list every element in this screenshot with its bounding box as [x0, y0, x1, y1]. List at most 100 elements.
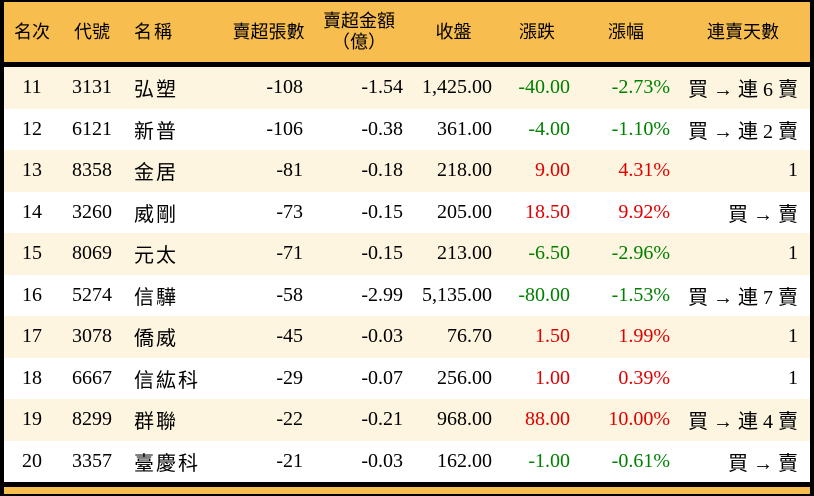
- cell-close: 213.00: [437, 242, 492, 265]
- table-header: 名次 代號 名稱 賣超張數 賣超金額 （億） 收盤 漲跌 漲幅 連賣天數: [4, 2, 810, 62]
- table-body: 11 3131 弘塑 -108 -1.54 1,425.00 -40.00 -2…: [4, 67, 810, 482]
- cell-stock-code: 3260: [72, 200, 112, 223]
- table-row[interactable]: 11 3131 弘塑 -108 -1.54 1,425.00 -40.00 -2…: [4, 67, 810, 109]
- cell-stock-name: 信紘科: [134, 369, 200, 392]
- cell-sell-volume: -58: [276, 283, 303, 306]
- cell-stock-name: 威剛: [134, 203, 178, 226]
- cell-streak: 買 → 賣: [728, 203, 798, 226]
- header-change-pct: 漲幅: [608, 21, 644, 42]
- cell-stock-name: 臺慶科: [134, 452, 200, 475]
- cell-streak: 買 → 連 2 賣: [688, 120, 798, 143]
- cell-sell-amount: -0.15: [361, 242, 403, 265]
- cell-stock-name: 金居: [134, 162, 178, 185]
- cell-close: 968.00: [437, 408, 492, 431]
- table-row[interactable]: 20 3357 臺慶科 -21 -0.03 162.00 -1.00 -0.61…: [4, 440, 810, 482]
- header-sell-volume: 賣超張數: [232, 21, 305, 42]
- cell-stock-name: 弘塑: [134, 79, 178, 102]
- cell-change-pct: -2.73%: [611, 76, 670, 99]
- cell-sell-amount: -0.07: [361, 366, 403, 389]
- table-row[interactable]: 18 6667 信紘科 -29 -0.07 256.00 1.00 0.39% …: [4, 357, 810, 399]
- cell-sell-volume: -45: [276, 325, 303, 348]
- cell-change-pct: -1.53%: [611, 283, 670, 306]
- cell-rank: 19: [22, 408, 42, 431]
- header-sell-amount: 賣超金額 （億）: [309, 11, 409, 52]
- cell-sell-amount: -0.15: [361, 200, 403, 223]
- header-rank: 名次: [14, 21, 50, 42]
- cell-change: 1.00: [535, 366, 570, 389]
- cell-close: 76.70: [447, 325, 492, 348]
- cell-sell-volume: -108: [266, 76, 303, 99]
- cell-streak: 買 → 連 6 賣: [688, 79, 798, 102]
- cell-change-pct: -0.61%: [611, 449, 670, 472]
- cell-close: 361.00: [437, 117, 492, 140]
- footer-divider: [4, 482, 810, 487]
- cell-sell-amount: -2.99: [361, 283, 403, 306]
- cell-stock-name: 元太: [134, 245, 178, 268]
- table-row[interactable]: 17 3078 僑威 -45 -0.03 76.70 1.50 1.99% 1: [4, 316, 810, 358]
- header-sell-amount-line1: 賣超金額: [323, 11, 395, 32]
- cell-change: 18.50: [525, 200, 570, 223]
- cell-sell-volume: -22: [276, 408, 303, 431]
- cell-change: 9.00: [535, 159, 570, 182]
- cell-change: 1.50: [535, 325, 570, 348]
- cell-change-pct: 1.99%: [618, 325, 670, 348]
- cell-sell-amount: -1.54: [361, 76, 403, 99]
- cell-stock-name: 新普: [134, 120, 178, 143]
- cell-close: 162.00: [437, 449, 492, 472]
- cell-sell-volume: -21: [276, 449, 303, 472]
- cell-sell-amount: -0.21: [361, 408, 403, 431]
- cell-sell-volume: -81: [276, 159, 303, 182]
- header-code: 代號: [74, 21, 110, 42]
- cell-stock-code: 8069: [72, 242, 112, 265]
- cell-sell-volume: -73: [276, 200, 303, 223]
- cell-rank: 11: [22, 76, 42, 99]
- cell-close: 1,425.00: [422, 76, 492, 99]
- cell-streak: 買 → 連 7 賣: [688, 286, 798, 309]
- table-row[interactable]: 12 6121 新普 -106 -0.38 361.00 -4.00 -1.10…: [4, 108, 810, 150]
- cell-streak: 1: [788, 366, 798, 389]
- cell-close: 218.00: [437, 159, 492, 182]
- cell-streak: 買 → 賣: [728, 452, 798, 475]
- cell-rank: 12: [22, 117, 42, 140]
- cell-streak: 1: [788, 325, 798, 348]
- table-row[interactable]: 15 8069 元太 -71 -0.15 213.00 -6.50 -2.96%…: [4, 233, 810, 275]
- cell-sell-amount: -0.18: [361, 159, 403, 182]
- cell-rank: 15: [22, 242, 42, 265]
- cell-rank: 20: [22, 449, 42, 472]
- cell-close: 256.00: [437, 366, 492, 389]
- cell-change-pct: 10.00%: [608, 408, 670, 431]
- table-row[interactable]: 13 8358 金居 -81 -0.18 218.00 9.00 4.31% 1: [4, 150, 810, 192]
- cell-change: -6.50: [528, 242, 570, 265]
- cell-close: 5,135.00: [422, 283, 492, 306]
- cell-stock-code: 3078: [72, 325, 112, 348]
- header-sell-amount-line2: （億）: [332, 32, 386, 52]
- cell-streak: 買 → 連 4 賣: [688, 411, 798, 434]
- header-close: 收盤: [435, 21, 472, 42]
- cell-stock-code: 3131: [72, 76, 112, 99]
- cell-stock-code: 6121: [72, 117, 112, 140]
- cell-stock-name: 群聯: [134, 411, 178, 434]
- cell-streak: 1: [788, 159, 798, 182]
- cell-change: -80.00: [518, 283, 570, 306]
- cell-sell-volume: -29: [276, 366, 303, 389]
- cell-rank: 17: [22, 325, 42, 348]
- header-streak: 連賣天數: [707, 21, 779, 42]
- table-row[interactable]: 16 5274 信驊 -58 -2.99 5,135.00 -80.00 -1.…: [4, 274, 810, 316]
- cell-stock-code: 3357: [72, 449, 112, 472]
- cell-sell-volume: -71: [276, 242, 303, 265]
- header-divider: [4, 62, 810, 67]
- cell-stock-code: 6667: [72, 366, 112, 389]
- cell-change-pct: -1.10%: [611, 117, 670, 140]
- cell-sell-amount: -0.03: [361, 325, 403, 348]
- cell-change-pct: 0.39%: [618, 366, 670, 389]
- table-row[interactable]: 19 8299 群聯 -22 -0.21 968.00 88.00 10.00%…: [4, 399, 810, 441]
- cell-stock-code: 8358: [72, 159, 112, 182]
- cell-close: 205.00: [437, 200, 492, 223]
- cell-change-pct: 9.92%: [618, 200, 670, 223]
- table-row[interactable]: 14 3260 威剛 -73 -0.15 205.00 18.50 9.92% …: [4, 191, 810, 233]
- cell-sell-amount: -0.38: [361, 117, 403, 140]
- header-change: 漲跌: [519, 21, 555, 42]
- cell-stock-code: 5274: [72, 283, 112, 306]
- cell-sell-amount: -0.03: [361, 449, 403, 472]
- bottom-margin: [4, 487, 810, 494]
